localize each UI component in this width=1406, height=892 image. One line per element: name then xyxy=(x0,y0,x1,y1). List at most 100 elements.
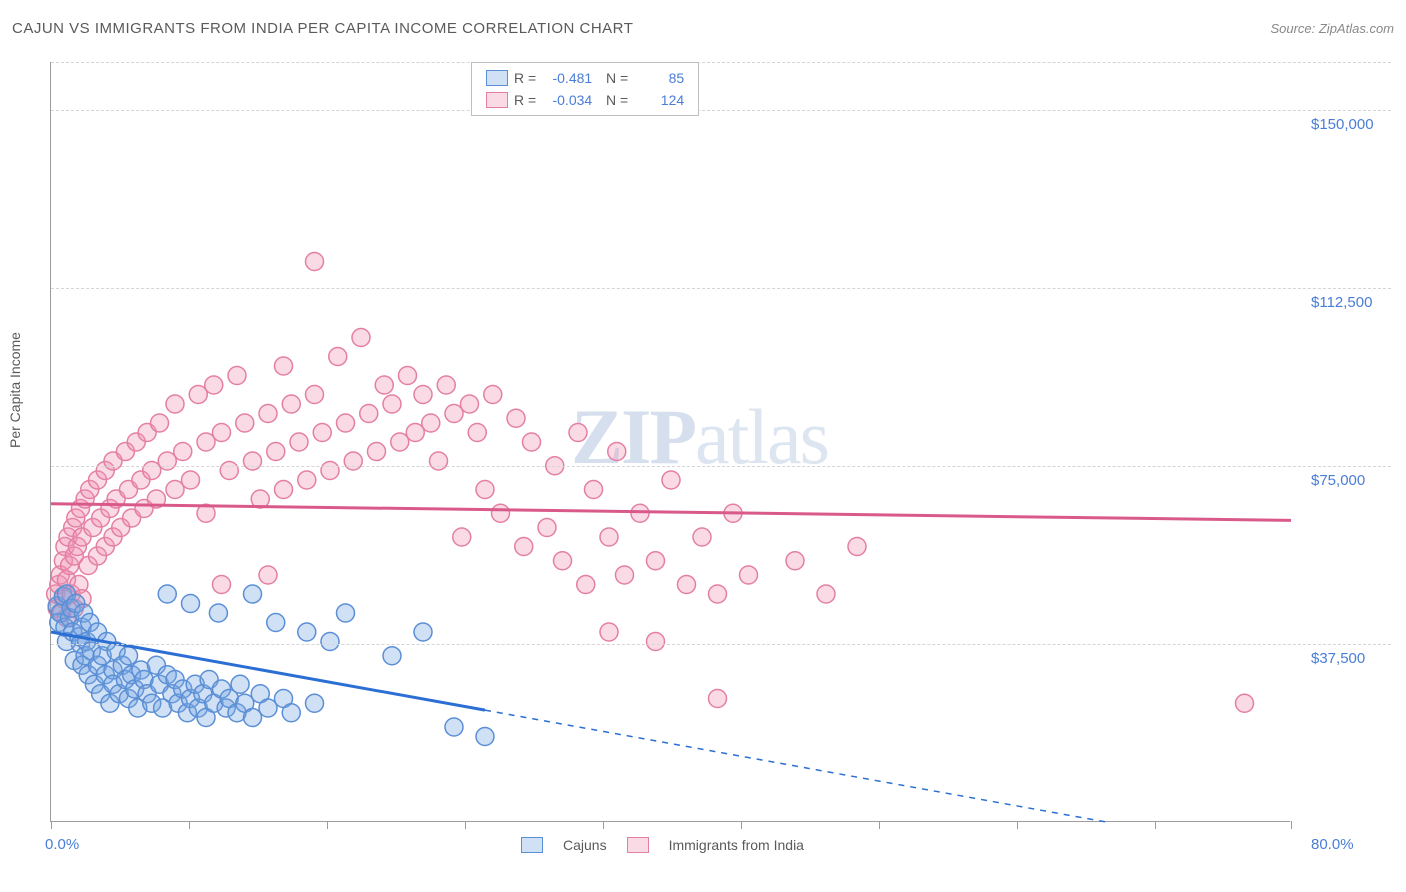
data-point xyxy=(453,528,471,546)
x-tick xyxy=(1017,821,1018,829)
data-point xyxy=(321,462,339,480)
data-point xyxy=(631,504,649,522)
plot-area: R = -0.481 N = 85 R = -0.034 N = 124 ZIP… xyxy=(50,62,1290,822)
x-tick-label: 0.0% xyxy=(45,836,79,853)
data-point xyxy=(430,452,448,470)
y-tick-label: $75,000 xyxy=(1311,472,1365,489)
data-point xyxy=(817,585,835,603)
correlation-legend: R = -0.481 N = 85 R = -0.034 N = 124 xyxy=(471,62,699,116)
data-point xyxy=(337,604,355,622)
data-point xyxy=(120,647,138,665)
data-point xyxy=(709,690,727,708)
data-point xyxy=(306,386,324,404)
legend-row: R = -0.034 N = 124 xyxy=(486,89,684,111)
x-tick-label: 80.0% xyxy=(1311,836,1354,853)
x-tick xyxy=(741,821,742,829)
source-label: Source: ZipAtlas.com xyxy=(1270,21,1394,36)
data-point xyxy=(213,424,231,442)
data-point xyxy=(569,424,587,442)
data-point xyxy=(848,538,866,556)
data-point xyxy=(678,576,696,594)
data-point xyxy=(786,552,804,570)
data-point xyxy=(205,376,223,394)
legend-label: Immigrants from India xyxy=(669,837,804,853)
x-tick xyxy=(327,821,328,829)
data-point xyxy=(259,566,277,584)
data-point xyxy=(306,253,324,271)
gridline xyxy=(51,466,1391,467)
data-point xyxy=(298,623,316,641)
y-axis-label: Per Capita Income xyxy=(7,332,23,448)
data-point xyxy=(337,414,355,432)
data-point xyxy=(282,704,300,722)
data-point xyxy=(383,395,401,413)
data-point xyxy=(600,623,618,641)
gridline xyxy=(51,644,1391,645)
data-point xyxy=(383,647,401,665)
legend-n-value: 85 xyxy=(634,67,684,89)
data-point xyxy=(422,414,440,432)
x-tick xyxy=(879,821,880,829)
data-point xyxy=(399,367,417,385)
data-point xyxy=(244,452,262,470)
data-point xyxy=(740,566,758,584)
data-point xyxy=(352,329,370,347)
legend-r-label: R = xyxy=(514,67,536,89)
data-point xyxy=(244,585,262,603)
legend-row: R = -0.481 N = 85 xyxy=(486,67,684,89)
data-point xyxy=(151,414,169,432)
data-point xyxy=(267,443,285,461)
data-point xyxy=(228,367,246,385)
x-tick xyxy=(465,821,466,829)
data-point xyxy=(174,443,192,461)
data-point xyxy=(313,424,331,442)
data-point xyxy=(259,405,277,423)
data-point xyxy=(306,694,324,712)
data-point xyxy=(1236,694,1254,712)
gridline xyxy=(51,62,1391,63)
data-point xyxy=(298,471,316,489)
data-point xyxy=(709,585,727,603)
data-point xyxy=(608,443,626,461)
legend-label: Cajuns xyxy=(563,837,607,853)
data-point xyxy=(213,576,231,594)
data-point xyxy=(468,424,486,442)
data-point xyxy=(476,728,494,746)
legend-n-value: 124 xyxy=(634,89,684,111)
chart-title: CAJUN VS IMMIGRANTS FROM INDIA PER CAPIT… xyxy=(12,20,633,37)
data-point xyxy=(231,675,249,693)
x-tick xyxy=(1291,821,1292,829)
scatter-svg xyxy=(51,62,1291,822)
data-point xyxy=(523,433,541,451)
data-point xyxy=(476,481,494,499)
data-point xyxy=(484,386,502,404)
data-point xyxy=(275,357,293,375)
data-point xyxy=(647,552,665,570)
data-point xyxy=(600,528,618,546)
data-point xyxy=(538,519,556,537)
y-tick-label: $150,000 xyxy=(1311,116,1374,133)
data-point xyxy=(492,504,510,522)
data-point xyxy=(461,395,479,413)
legend-n-label: N = xyxy=(598,67,628,89)
data-point xyxy=(182,471,200,489)
data-point xyxy=(507,409,525,427)
data-point xyxy=(414,623,432,641)
data-point xyxy=(554,552,572,570)
gridline xyxy=(51,288,1391,289)
data-point xyxy=(375,376,393,394)
legend-r-value: -0.481 xyxy=(542,67,592,89)
data-point xyxy=(437,376,455,394)
legend-swatch-cajuns xyxy=(486,70,508,86)
legend-r-value: -0.034 xyxy=(542,89,592,111)
x-tick xyxy=(51,821,52,829)
data-point xyxy=(414,386,432,404)
data-point xyxy=(321,633,339,651)
data-point xyxy=(445,718,463,736)
data-point xyxy=(577,576,595,594)
data-point xyxy=(585,481,603,499)
data-point xyxy=(220,462,238,480)
data-point xyxy=(267,614,285,632)
data-point xyxy=(616,566,634,584)
legend-n-label: N = xyxy=(598,89,628,111)
